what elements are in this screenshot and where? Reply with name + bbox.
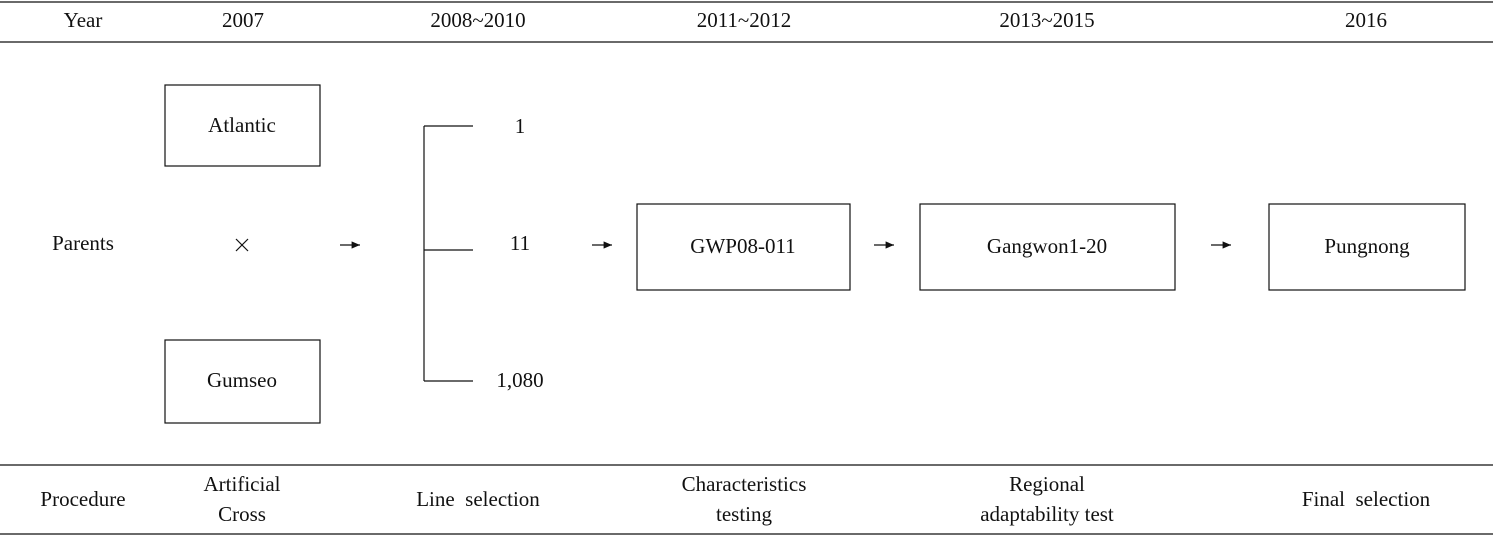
parent-box [164,84,321,167]
stage: Pungnong [1324,234,1410,258]
stage: GWP08-011 [690,234,795,258]
procedure: testing [716,502,772,526]
procedure: Final selection [1302,487,1431,511]
procedure-label: Procedure [40,487,125,511]
stage-box [636,203,851,291]
selection-bracket [423,125,473,382]
procedure: Regional [1009,472,1085,496]
year: 2008~2010 [430,8,525,32]
row-label: Parents [52,231,114,255]
line-number: 1,080 [496,368,543,392]
parent: Atlantic [208,113,276,137]
stage: Gangwon1-20 [987,234,1107,258]
stage-box [919,203,1176,291]
line-number: 1 [515,114,526,138]
year: 2013~2015 [999,8,1094,32]
year: 2011~2012 [697,8,792,32]
cross-symbol [235,238,249,252]
procedure: Characteristics [682,472,807,496]
stage-box [1268,203,1466,291]
parent-box [164,339,321,424]
parent: Gumseo [207,368,277,392]
year: 2007 [222,8,264,32]
procedure: adaptability test [980,502,1114,526]
procedure: Artificial [204,472,281,496]
procedure: Cross [218,502,266,526]
line-number: 11 [510,231,530,255]
procedure: Line selection [416,487,540,511]
header-label: Year [64,8,103,32]
year: 2016 [1345,8,1387,32]
